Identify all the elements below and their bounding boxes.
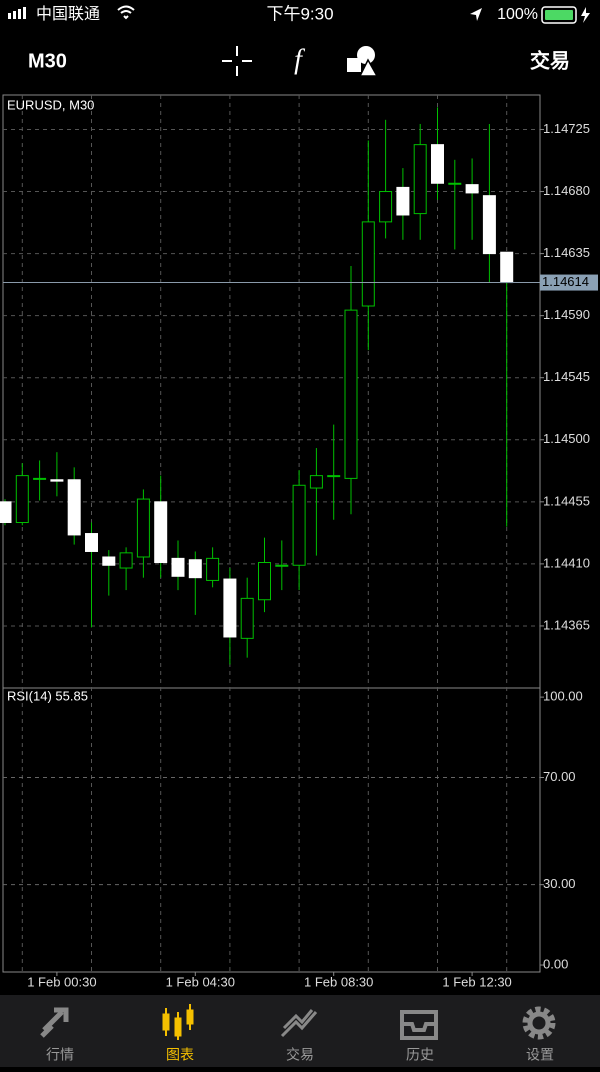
tab-label[interactable]: 图表 — [166, 1047, 194, 1063]
tab-bar — [0, 995, 600, 1067]
candle-body — [102, 556, 116, 566]
candle-body — [327, 475, 341, 478]
toolbar: M30 f 交易 — [28, 44, 570, 77]
candle-body — [275, 564, 289, 567]
wifi-icon — [117, 5, 135, 20]
candle-body — [413, 144, 427, 215]
y-tick-label: 1.14590 — [543, 307, 590, 322]
candle-body — [500, 251, 514, 284]
y-tick-label: 1.14680 — [543, 183, 590, 198]
status-bar: 中国联通 下午9:30 100% — [8, 4, 590, 24]
indicators-button[interactable]: f — [294, 44, 305, 75]
candle-body — [258, 562, 271, 601]
candle-body — [431, 144, 444, 184]
candle-body — [33, 477, 47, 480]
objects-button[interactable] — [347, 46, 379, 77]
y-tick-label: 0.00 — [543, 956, 568, 971]
y-tick-label: 1.14365 — [543, 617, 590, 632]
candle-body — [206, 557, 220, 581]
current-price-label: 1.14614 — [542, 274, 589, 289]
candle-body — [67, 479, 81, 536]
tab-label[interactable]: 行情 — [46, 1047, 74, 1063]
y-tick-label: 30.00 — [543, 876, 576, 891]
tab-label[interactable]: 历史 — [406, 1047, 434, 1063]
battery — [541, 6, 577, 24]
x-tick-label: 1 Feb 08:30 — [304, 974, 373, 989]
candle-body — [136, 498, 150, 558]
trade-button[interactable]: 交易 — [530, 48, 570, 72]
quotes-icon — [40, 1007, 69, 1038]
clock: 下午9:30 — [266, 4, 333, 23]
signal — [18, 9, 21, 19]
candle-body — [361, 221, 375, 307]
candle-body — [309, 475, 323, 489]
timeframe-button[interactable]: M30 — [28, 50, 67, 72]
signal — [13, 11, 16, 19]
battery-level — [545, 10, 573, 20]
y-tick-label: 1.14725 — [543, 121, 590, 136]
candle-body — [85, 533, 98, 552]
x-tick-label: 1 Feb 12:30 — [442, 974, 511, 989]
history-icon — [400, 1010, 438, 1040]
candle-body — [396, 186, 410, 216]
candle-body — [344, 309, 358, 479]
tab-bar-bg — [0, 995, 600, 1067]
candle-body — [119, 552, 133, 569]
battery-percent: 100% — [497, 6, 538, 23]
chart-frame — [2, 94, 541, 973]
candle-body — [0, 501, 12, 524]
location-icon — [470, 8, 482, 21]
candle-body — [171, 557, 185, 577]
y-tick-label: 1.14545 — [543, 369, 590, 384]
candle-body — [465, 184, 479, 194]
y-tick-label: 1.14635 — [543, 245, 590, 260]
indicator-title: RSI(14) 55.85 — [7, 688, 88, 703]
candle-body — [240, 597, 254, 639]
crosshair-button[interactable] — [222, 46, 252, 76]
y-tick-label: 70.00 — [543, 769, 576, 784]
tab-label[interactable]: 设置 — [526, 1047, 554, 1063]
candle-body — [188, 559, 202, 579]
y-tick-label: 1.14455 — [543, 493, 590, 508]
settings-icon-ring — [527, 1011, 551, 1035]
candle-body — [482, 195, 496, 255]
tabs: 行情 图表 交易 历史 设置 — [46, 1047, 554, 1063]
plot: 1.14365 1.14410 1.14455 1.14500 1.14545 1.145… — [0, 95, 598, 989]
y-tick-label: 1.14500 — [543, 431, 590, 446]
candle-body — [50, 479, 64, 482]
candle-body — [15, 475, 29, 524]
x-tick-label: 1 Feb 04:30 — [166, 974, 235, 989]
candle-body — [379, 191, 393, 223]
candle-body — [154, 501, 168, 564]
settings-icon — [522, 1006, 556, 1040]
charging-icon — [581, 7, 590, 23]
x-tick-label: 1 Feb 00:30 — [27, 974, 96, 989]
candle-body — [292, 484, 306, 566]
trade-icon — [280, 1009, 318, 1038]
y-tick-label: 100.00 — [543, 689, 583, 704]
chart-title: EURUSD, M30 — [7, 97, 94, 112]
chart-icon — [162, 1004, 194, 1040]
candle-body — [223, 578, 237, 638]
candle-body — [448, 182, 462, 185]
current-price-box — [540, 274, 598, 291]
signal — [8, 13, 11, 19]
signal — [23, 7, 26, 19]
tab-label[interactable]: 交易 — [286, 1047, 314, 1063]
y-tick-label: 1.14410 — [543, 555, 590, 570]
carrier: 中国联通 — [36, 5, 100, 23]
